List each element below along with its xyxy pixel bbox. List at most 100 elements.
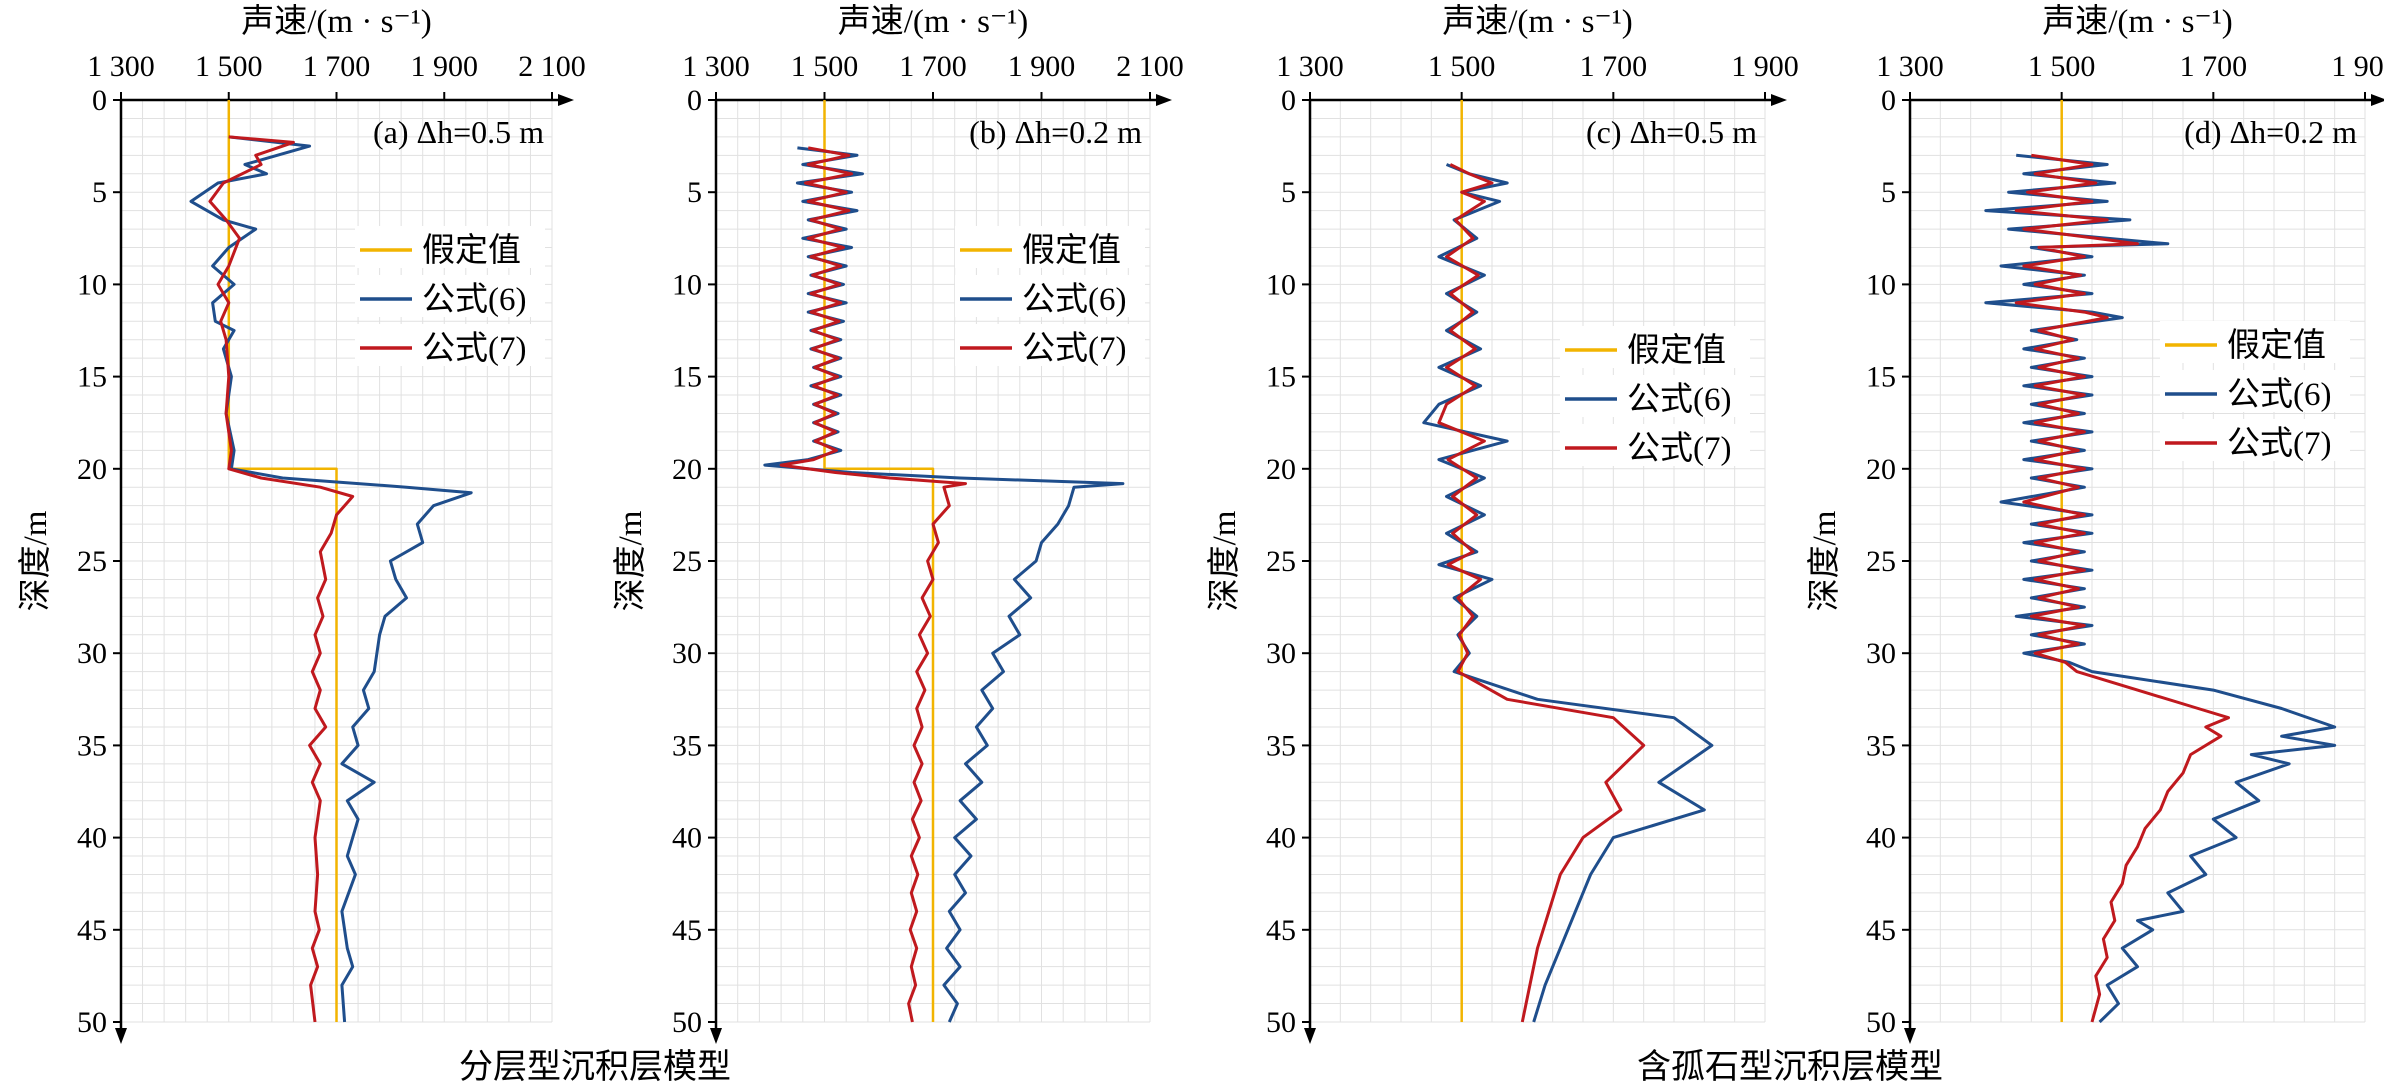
x-tick-label: 1 900 xyxy=(1731,50,1799,83)
legend-background xyxy=(1560,375,1750,417)
legend-background xyxy=(1560,424,1750,466)
y-axis-title: 深度/m xyxy=(612,510,649,611)
y-tick-label: 10 xyxy=(672,268,702,301)
x-tick-label: 1 300 xyxy=(87,50,155,83)
legend-label: 公式(6) xyxy=(1627,381,1731,418)
x-axis-arrow-icon xyxy=(1771,94,1787,106)
y-axis-title: 深度/m xyxy=(17,510,54,611)
y-tick-label: 20 xyxy=(672,453,702,486)
y-tick-label: 30 xyxy=(77,637,107,670)
y-tick-label: 15 xyxy=(77,361,107,394)
y-tick-label: 50 xyxy=(77,1006,107,1039)
y-tick-label: 25 xyxy=(1866,545,1896,578)
x-tick-label: 2 100 xyxy=(1116,50,1184,83)
panel-label: (c) Δh=0.5 m xyxy=(1586,114,1757,150)
legend-label: 假定值 xyxy=(422,232,521,269)
y-tick-label: 10 xyxy=(77,268,107,301)
x-tick-label: 1 900 xyxy=(1008,50,1076,83)
legend-label: 公式(7) xyxy=(422,330,526,367)
legend-background xyxy=(955,324,1145,366)
legend-label: 公式(6) xyxy=(1022,281,1126,318)
x-tick-label: 1 300 xyxy=(1876,50,1944,83)
legend-background xyxy=(955,275,1145,317)
y-tick-label: 15 xyxy=(672,361,702,394)
y-tick-label: 35 xyxy=(1266,729,1296,762)
x-tick-label: 1 700 xyxy=(2180,50,2248,83)
legend-background xyxy=(355,275,545,317)
x-axis-arrow-icon xyxy=(2371,94,2384,106)
x-tick-label: 1 500 xyxy=(2028,50,2096,83)
y-tick-label: 5 xyxy=(687,176,702,209)
y-tick-label: 40 xyxy=(1266,822,1296,855)
y-axis-title: 深度/m xyxy=(1206,510,1243,611)
y-tick-label: 5 xyxy=(92,176,107,209)
legend-background xyxy=(955,226,1145,268)
y-tick-label: 10 xyxy=(1866,268,1896,301)
y-tick-label: 0 xyxy=(687,84,702,117)
series-line-formula7 xyxy=(2014,153,2230,1023)
legend-label: 假定值 xyxy=(1022,232,1121,269)
y-tick-label: 10 xyxy=(1266,268,1296,301)
legend-background xyxy=(355,226,545,268)
legend-label: 假定值 xyxy=(1627,332,1726,369)
y-tick-label: 35 xyxy=(1866,729,1896,762)
y-tick-label: 30 xyxy=(1266,637,1296,670)
y-tick-label: 40 xyxy=(77,822,107,855)
y-axis-title: 深度/m xyxy=(1806,510,1843,611)
x-axis-title: 声速/(m · s⁻¹) xyxy=(2042,3,2232,40)
y-tick-label: 45 xyxy=(1266,914,1296,947)
y-tick-label: 15 xyxy=(1266,361,1296,394)
y-tick-label: 25 xyxy=(1266,545,1296,578)
y-tick-label: 0 xyxy=(1881,84,1896,117)
legend-background xyxy=(355,324,545,366)
y-tick-label: 30 xyxy=(1866,637,1896,670)
chart-panel-a: 1 300 1 500 1 700 1 900 2 100 0 5 10 15 20 25 30 35 4… xyxy=(17,3,586,1044)
x-tick-label: 1 500 xyxy=(1428,50,1496,83)
series-line-formula7 xyxy=(1437,163,1646,1023)
y-tick-label: 50 xyxy=(672,1006,702,1039)
chart-panel-b: 1 300 1 500 1 700 1 900 2 100 0 5 10 15 20 25 30 35 4… xyxy=(612,3,1184,1044)
legend-label: 公式(7) xyxy=(1627,430,1731,467)
legend-label: 公式(7) xyxy=(2227,425,2331,462)
x-axis-title: 声速/(m · s⁻¹) xyxy=(1442,3,1632,40)
y-tick-label: 25 xyxy=(672,545,702,578)
x-tick-label: 1 700 xyxy=(303,50,371,83)
x-tick-label: 1 900 xyxy=(2331,50,2384,83)
y-tick-label: 5 xyxy=(1281,176,1296,209)
series-line-formula6 xyxy=(189,135,473,1023)
legend-label: 公式(7) xyxy=(1022,330,1126,367)
y-tick-label: 35 xyxy=(77,729,107,762)
x-axis-arrow-icon xyxy=(558,94,574,106)
x-tick-label: 1 300 xyxy=(1276,50,1344,83)
x-tick-label: 1 700 xyxy=(899,50,967,83)
series-line-assumed xyxy=(823,100,935,1022)
x-tick-label: 1 500 xyxy=(791,50,859,83)
y-axis-arrow-icon xyxy=(1904,1028,1916,1044)
legend-background xyxy=(2160,321,2350,363)
y-tick-label: 0 xyxy=(1281,84,1296,117)
group-caption-boulder: 含孤石型沉积层模型 xyxy=(1637,1048,1943,1086)
legend-background xyxy=(2160,419,2350,461)
y-axis-arrow-icon xyxy=(115,1028,127,1044)
x-tick-label: 1 700 xyxy=(1580,50,1648,83)
y-tick-label: 25 xyxy=(77,545,107,578)
y-tick-label: 30 xyxy=(672,637,702,670)
legend-label: 公式(6) xyxy=(422,281,526,318)
y-tick-label: 50 xyxy=(1866,1006,1896,1039)
y-tick-label: 35 xyxy=(672,729,702,762)
y-tick-label: 40 xyxy=(672,822,702,855)
chart-panel-c: 1 300 1 500 1 700 1 900 0 5 10 15 20 25 30 35 40 45 50… xyxy=(1206,3,1799,1044)
y-tick-label: 50 xyxy=(1266,1006,1296,1039)
x-axis-title: 声速/(m · s⁻¹) xyxy=(241,3,431,40)
legend-label: 公式(6) xyxy=(2227,376,2331,413)
y-tick-label: 20 xyxy=(77,453,107,486)
series-line-assumed xyxy=(227,100,338,1022)
y-axis-arrow-icon xyxy=(1304,1028,1316,1044)
y-tick-label: 45 xyxy=(77,914,107,947)
series-line-formula7 xyxy=(779,146,967,1023)
